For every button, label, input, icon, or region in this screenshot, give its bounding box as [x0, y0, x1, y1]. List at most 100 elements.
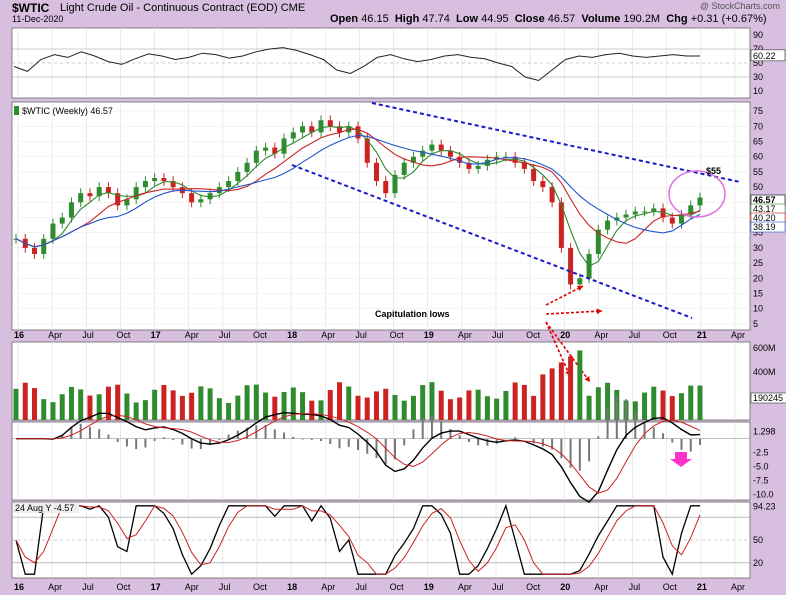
volume-bar — [300, 392, 306, 420]
volume-bar — [364, 397, 370, 420]
volume-bar — [503, 390, 509, 420]
candle-body — [401, 162, 407, 175]
candle-body — [78, 193, 84, 203]
price-panel-bg — [11, 101, 751, 331]
volume-bar — [272, 396, 278, 420]
candle-body — [244, 162, 250, 172]
ma-mid-line — [15, 128, 701, 248]
volume-bar — [632, 401, 638, 420]
volume-bar — [605, 382, 611, 420]
volume-label: Volume — [581, 13, 621, 25]
candle-body — [558, 202, 564, 248]
cap-arrow-4-head — [584, 376, 590, 382]
candle-body — [142, 181, 148, 188]
price-x-tick: Jul — [219, 330, 231, 340]
macd-y-tick: -5.0 — [753, 462, 769, 472]
price-x-tick: Apr — [731, 330, 745, 340]
price-y-tick: 75 — [753, 106, 763, 116]
volume-bar — [235, 395, 241, 420]
candle-body — [540, 181, 546, 188]
cap-arrow-2 — [545, 310, 603, 315]
candle-body — [475, 165, 481, 169]
close-value: 46.57 — [547, 13, 576, 25]
candle-body — [688, 205, 694, 215]
candle-body — [642, 211, 648, 213]
price-x-tick: Apr — [458, 330, 472, 340]
candle-body — [309, 126, 315, 133]
candle-body — [531, 168, 537, 182]
price-x-tick: 21 — [697, 330, 707, 340]
stoch-x-tick: Oct — [526, 582, 541, 592]
volume-bar — [457, 397, 463, 420]
price-x-tick: Apr — [594, 330, 608, 340]
price-y-tick: 60 — [753, 152, 763, 162]
candle-body — [59, 217, 65, 224]
cap-arrow-4 — [545, 321, 591, 383]
candle-body — [521, 162, 527, 169]
candle-body — [50, 223, 56, 239]
candle-body — [161, 178, 167, 182]
candle-body — [105, 187, 111, 194]
candle-body — [373, 162, 379, 182]
stoch-x-tick: Jul — [82, 582, 94, 592]
candle-body — [115, 193, 121, 206]
rsi-y-tick: 70 — [753, 44, 763, 54]
volume-bar — [531, 395, 537, 420]
stoch-y-tick: 50 — [753, 535, 763, 545]
price-x-tick: Apr — [48, 330, 62, 340]
volume-bar — [558, 362, 564, 420]
candle-body — [651, 208, 657, 212]
stoch-x-tick: 20 — [560, 582, 570, 592]
price-x-tick: 19 — [424, 330, 434, 340]
candle-body — [438, 144, 444, 151]
stoch-x-tick: 16 — [14, 582, 24, 592]
candle-body — [679, 214, 685, 224]
stoch-x-tick: Apr — [321, 582, 335, 592]
candle-body — [697, 197, 703, 206]
ticker-description: Light Crude Oil - Continuous Contract (E… — [60, 2, 305, 14]
candle-body — [327, 120, 333, 127]
stoch-x-tick: Apr — [48, 582, 62, 592]
brand-watermark: @ StockCharts.com — [699, 1, 780, 11]
volume-bar — [568, 356, 574, 420]
stoch-x-tick: Jul — [492, 582, 504, 592]
vol-y-tick: 600M — [753, 343, 776, 353]
stoch-x-tick: Oct — [390, 582, 405, 592]
macd-y-tick: -2.5 — [753, 448, 769, 458]
stoch-x-tick: Jul — [629, 582, 641, 592]
close-label: Close — [514, 13, 545, 25]
price-y-tick: 15 — [753, 289, 763, 299]
volume-bar — [226, 402, 232, 420]
price-y-tick: 50 — [753, 182, 763, 192]
candle-body — [512, 156, 518, 163]
price-y-tick: 65 — [753, 137, 763, 147]
volume-bar — [494, 398, 500, 420]
candle-body — [364, 138, 370, 163]
open-value: 46.15 — [361, 13, 389, 25]
capitulation-label: Capitulation lows — [375, 309, 450, 319]
volume-bar — [179, 395, 185, 420]
volume-bar — [22, 382, 28, 420]
volume-bar — [337, 382, 343, 420]
price-title-icon — [14, 106, 19, 115]
candle-body — [31, 247, 37, 254]
candle-body — [152, 178, 158, 182]
candle-body — [447, 150, 453, 157]
vol-panel-bg — [11, 341, 751, 421]
candle-body — [457, 156, 463, 163]
price-x-tick: Oct — [663, 330, 678, 340]
volume-bar — [327, 389, 333, 420]
volume-bar — [152, 389, 158, 420]
candle-body — [263, 147, 269, 151]
macd-cross-arrow — [670, 452, 692, 467]
volume-bar — [447, 399, 453, 420]
price-y-tick: 5 — [753, 319, 758, 329]
volume-bar — [577, 350, 583, 420]
volume-bar — [512, 382, 518, 420]
stoch-k-line — [15, 503, 700, 577]
stoch-x-tick: Apr — [458, 582, 472, 592]
high-value: 47.74 — [422, 13, 450, 25]
candle-body — [605, 220, 611, 230]
volume-bar — [290, 387, 296, 420]
price-y-tick: 10 — [753, 304, 763, 314]
